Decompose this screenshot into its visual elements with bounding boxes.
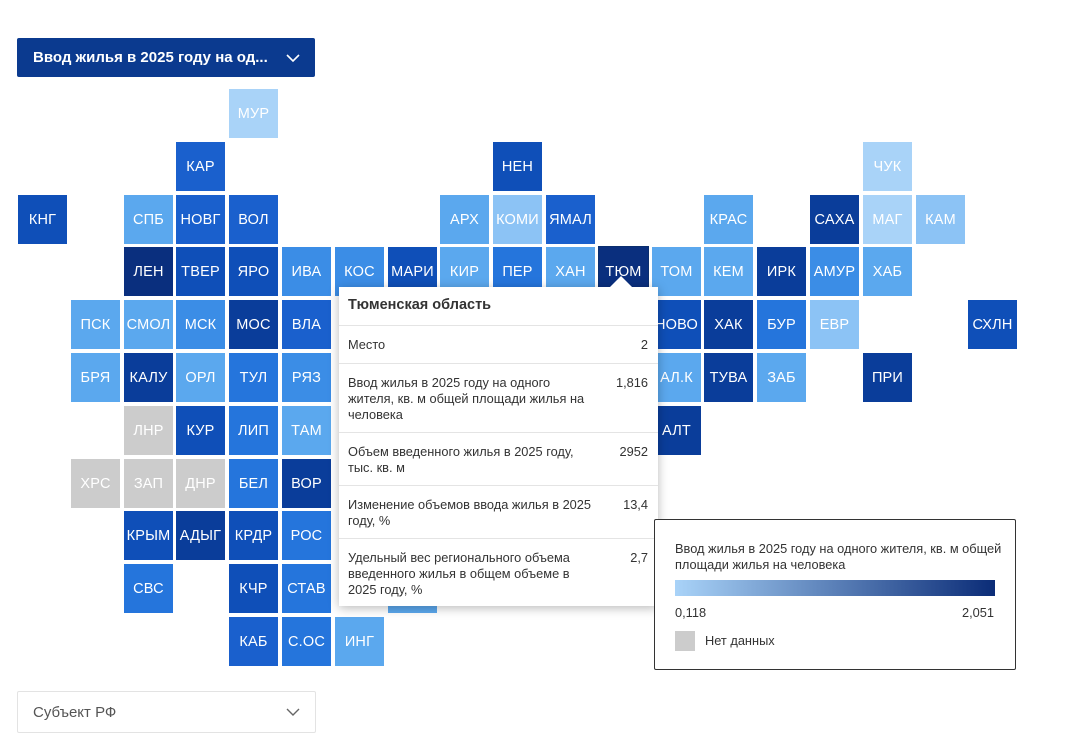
region-tile[interactable]: КАБ (229, 617, 278, 666)
region-tile[interactable]: ТОМ (652, 247, 701, 296)
region-tile[interactable]: БРЯ (71, 353, 120, 402)
region-tile[interactable]: РЯЗ (282, 353, 331, 402)
region-tile[interactable]: АЛ.К (652, 353, 701, 402)
tooltip-key: Объем введенного жилья в 2025 году, тыс.… (348, 444, 574, 475)
region-tile[interactable]: ХАБ (863, 247, 912, 296)
region-tile[interactable]: МОС (229, 300, 278, 349)
chevron-down-icon (286, 53, 300, 62)
region-tile[interactable]: СТАВ (282, 564, 331, 613)
region-tile[interactable]: КНГ (18, 195, 67, 244)
tooltip-row: Объем введенного жилья в 2025 году, тыс.… (339, 433, 658, 486)
region-tile[interactable]: ХРС (71, 459, 120, 508)
region-tile[interactable]: КРЫМ (124, 511, 173, 560)
region-tile[interactable]: ВОР (282, 459, 331, 508)
region-tile[interactable]: БУР (757, 300, 806, 349)
region-tile[interactable]: ТУЛ (229, 353, 278, 402)
legend-min: 0,118 (675, 605, 707, 620)
region-tile[interactable]: СПБ (124, 195, 173, 244)
region-tile[interactable]: РОС (282, 511, 331, 560)
tooltip-row: Ввод жилья в 2025 году на одного жителя,… (339, 364, 658, 433)
metric-select-label: Ввод жилья в 2025 году на од... (33, 49, 268, 66)
region-tile[interactable]: ВОЛ (229, 195, 278, 244)
region-tile[interactable]: ЧУК (863, 142, 912, 191)
region-tile[interactable]: КАР (176, 142, 225, 191)
region-tile[interactable]: ЯРО (229, 247, 278, 296)
region-tile[interactable]: АЛТ (652, 406, 701, 455)
region-tile[interactable]: ПРИ (863, 353, 912, 402)
tooltip-arrow (609, 276, 633, 288)
map-legend: Ввод жилья в 2025 году на одного жителя,… (654, 519, 1016, 670)
no-data-swatch (675, 631, 695, 651)
region-tile[interactable]: БЕЛ (229, 459, 278, 508)
tooltip-row: Изменение объемов ввода жилья в 2025 год… (339, 486, 658, 539)
tooltip-value: 2,7 (630, 550, 648, 565)
region-tile[interactable]: ИРК (757, 247, 806, 296)
region-tile[interactable]: ТВЕР (176, 247, 225, 296)
legend-gradient-bar (675, 580, 995, 596)
region-tile[interactable]: КАМ (916, 195, 965, 244)
region-tile[interactable]: ЛНР (124, 406, 173, 455)
chevron-down-icon (286, 708, 300, 716)
no-data-label: Нет данных (705, 633, 775, 648)
region-tile[interactable]: НОВГ (176, 195, 225, 244)
region-tile[interactable]: ХАК (704, 300, 753, 349)
region-tile[interactable]: ИВА (282, 247, 331, 296)
region-tile[interactable]: КАЛУ (124, 353, 173, 402)
region-tile[interactable]: КРАС (704, 195, 753, 244)
region-tile[interactable]: КРДР (229, 511, 278, 560)
region-tile[interactable]: ЛЕН (124, 247, 173, 296)
region-tile[interactable]: НОВО (652, 300, 701, 349)
subject-select-label: Субъект РФ (33, 703, 117, 721)
tooltip-row: Место 2 (339, 326, 658, 364)
tooltip-value: 13,4 (623, 497, 648, 512)
region-tile[interactable]: ОРЛ (176, 353, 225, 402)
legend-title: Ввод жилья в 2025 году на одного жителя,… (675, 541, 1002, 572)
region-tile[interactable]: ЯМАЛ (546, 195, 595, 244)
region-tile[interactable]: СВС (124, 564, 173, 613)
tooltip-row: Удельный вес регионального объема введен… (339, 539, 658, 608)
region-tile[interactable]: КУР (176, 406, 225, 455)
tooltip-value: 2952 (619, 444, 648, 459)
region-tile[interactable]: АРХ (440, 195, 489, 244)
tooltip-title: Тюменская область (339, 287, 658, 326)
region-tile[interactable]: МСК (176, 300, 225, 349)
region-tile[interactable]: ДНР (176, 459, 225, 508)
region-tile[interactable]: КЧР (229, 564, 278, 613)
region-tile[interactable]: СМОЛ (124, 300, 173, 349)
region-tile[interactable]: КОМИ (493, 195, 542, 244)
tooltip-key: Удельный вес регионального объема введен… (348, 550, 570, 597)
region-tile[interactable]: МУР (229, 89, 278, 138)
region-tile[interactable]: СХЛН (968, 300, 1017, 349)
legend-max: 2,051 (961, 605, 994, 620)
tooltip-key: Ввод жилья в 2025 году на одного жителя,… (348, 375, 585, 422)
tooltip-key: Изменение объемов ввода жилья в 2025 год… (348, 497, 592, 528)
region-tile[interactable]: ИНГ (335, 617, 384, 666)
metric-select[interactable]: Ввод жилья в 2025 году на од... (17, 38, 315, 77)
region-tile[interactable]: ЗАП (124, 459, 173, 508)
region-tile[interactable]: ТУВА (704, 353, 753, 402)
region-tile[interactable]: ЛИП (229, 406, 278, 455)
region-tile[interactable]: ВЛА (282, 300, 331, 349)
region-tile[interactable]: АМУР (810, 247, 859, 296)
region-tile[interactable]: ЗАБ (757, 353, 806, 402)
region-tile[interactable]: МАГ (863, 195, 912, 244)
region-tile[interactable]: НЕН (493, 142, 542, 191)
region-tile[interactable]: ЕВР (810, 300, 859, 349)
region-tile[interactable]: КЕМ (704, 247, 753, 296)
tooltip-value: 2 (640, 336, 648, 352)
region-tile[interactable]: АДЫГ (176, 511, 225, 560)
region-tile[interactable]: ТАМ (282, 406, 331, 455)
subject-select[interactable]: Субъект РФ (17, 691, 316, 733)
tooltip-key: Место (348, 336, 386, 352)
region-tile[interactable]: САХА (810, 195, 859, 244)
region-tile[interactable]: ПСК (71, 300, 120, 349)
region-tooltip: Тюменская область Место 2 Ввод жилья в 2… (339, 276, 658, 608)
region-tile[interactable]: МАРИ (388, 247, 437, 296)
tooltip-value: 1,816 (615, 375, 648, 390)
region-tile[interactable]: С.ОС (282, 617, 331, 666)
